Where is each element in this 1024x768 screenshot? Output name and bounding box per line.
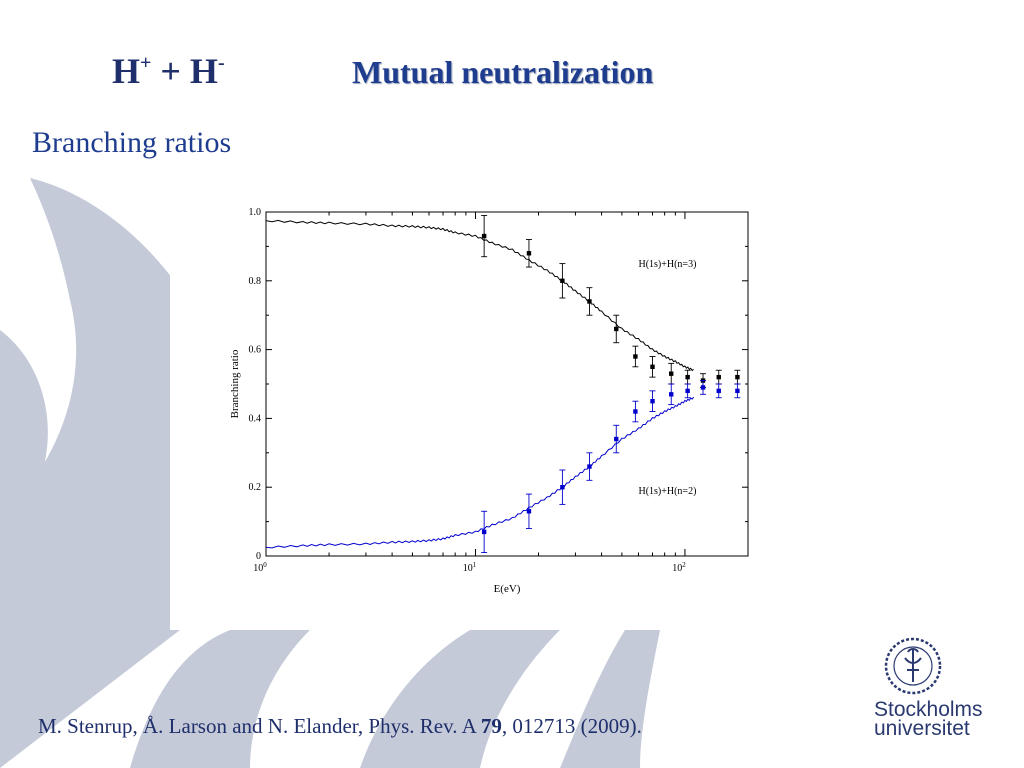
data-point [716, 388, 721, 394]
university-seal-icon [884, 637, 942, 695]
y-tick-label: 1.0 [249, 207, 262, 218]
data-point [650, 364, 655, 369]
data-point [560, 485, 565, 490]
y-axis-label: Branching ratio [229, 349, 241, 418]
data-point [669, 371, 674, 376]
university-name: Stockholms universitet [874, 698, 983, 740]
flame-shape-bottom-mid [360, 630, 560, 768]
y-tick-label: 0.8 [249, 276, 262, 287]
data-point [735, 388, 740, 394]
series-line [265, 396, 695, 549]
data-point [481, 233, 487, 239]
data-point [587, 464, 592, 469]
university-logo: Stockholms universitet [874, 636, 1004, 746]
data-point [614, 326, 619, 332]
data-point [481, 529, 487, 535]
citation: M. Stenrup, Å. Larson and N. Elander, Ph… [38, 714, 642, 738]
flame-shape-bottom [130, 630, 310, 768]
data-point [716, 374, 721, 380]
series-line [265, 219, 694, 372]
data-point [526, 509, 532, 514]
data-point [526, 251, 532, 256]
x-tick-label: 100 [253, 561, 267, 574]
y-tick-label: 0.2 [249, 482, 262, 493]
x-axis-label: E(eV) [494, 583, 521, 595]
reaction-formula: H+ + H- [112, 51, 225, 91]
slide-title: Mutual neutralization [352, 54, 654, 90]
y-tick-label: 0 [256, 551, 261, 562]
y-tick-label: 0.4 [249, 413, 262, 424]
chart-panel: 0 0.2 0.4 0.6 0.8 1.0 100 101 102 E(eV) Branching … [170, 190, 770, 630]
data-point [560, 278, 565, 283]
data-point [633, 354, 638, 359]
data-point [685, 374, 690, 380]
slide-subtitle: Branching ratios [32, 126, 232, 159]
y-tick-label: 0.6 [249, 345, 262, 356]
data-point [669, 392, 674, 397]
x-tick-label: 101 [463, 561, 477, 574]
data-point [650, 399, 655, 404]
data-point [633, 409, 638, 414]
flame-shape-left [0, 330, 48, 550]
flame-shape-bottom-right [560, 630, 660, 768]
data-point [587, 299, 592, 304]
data-point [614, 436, 619, 442]
branching-ratio-chart: 0 0.2 0.4 0.6 0.8 1.0 100 101 102 E(eV) Branching … [229, 207, 749, 595]
series-annotation: H(1s)+H(n=3) [638, 259, 696, 270]
series-annotation: H(1s)+H(n=2) [638, 486, 696, 497]
x-tick-label: 102 [672, 561, 686, 574]
data-point [685, 388, 690, 394]
university-name-line1: Stockholms [874, 698, 983, 721]
data-point [735, 374, 740, 380]
university-name-line2: universitet [874, 717, 970, 740]
data-point [700, 385, 706, 390]
